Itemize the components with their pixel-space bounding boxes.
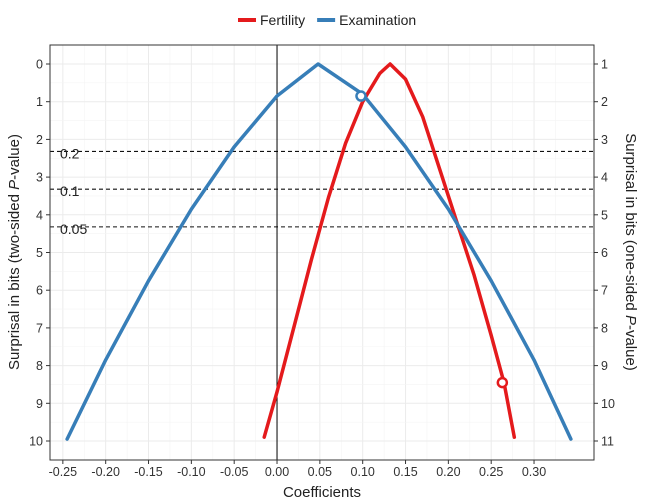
reference-label: 0.1 [60, 183, 80, 199]
y-left-tick-label: 7 [36, 321, 43, 335]
fertility-curve [262, 62, 517, 439]
y-right-tick-label: 7 [601, 284, 608, 298]
y-axis-title-left: Surprisal in bits (two-sided P-value) [6, 134, 23, 370]
y-right-tick-label: 9 [601, 359, 608, 373]
y-left-tick-label: 6 [36, 284, 43, 298]
x-axis-title: Coefficients [283, 484, 361, 501]
y-right-tick-label: 4 [601, 171, 608, 185]
x-tick-label: -0.15 [134, 465, 163, 479]
fertility-marker [496, 376, 509, 389]
legend-label-examination: Examination [339, 12, 416, 28]
y-axis-title-right: Surprisal in bits (one-sided P-value) [622, 133, 639, 371]
y-left-tick-label: 2 [36, 133, 43, 147]
reference-label: 0.05 [60, 221, 87, 237]
x-tick-label: -0.10 [177, 465, 206, 479]
x-tick-label: 0.25 [479, 465, 503, 479]
x-tick-label: 0.30 [522, 465, 546, 479]
x-tick-label: 0.00 [265, 465, 289, 479]
reference-label: 0.2 [60, 145, 80, 161]
x-tick-label: 0.20 [436, 465, 460, 479]
y-left-tick-label: 4 [36, 208, 43, 222]
y-right-tick-label: 8 [601, 321, 608, 335]
axes: -0.25 -0.20 -0.15 -0.10 -0.05 0.00 0.05 0.10 0.1… [29, 58, 615, 480]
y-right-tick-label: 5 [601, 208, 608, 222]
series-layer [65, 62, 573, 441]
y-left-tick-label: 9 [36, 397, 43, 411]
y-left-tick-label: 0 [36, 58, 43, 72]
y-right-tick-label: 1 [601, 58, 608, 72]
examination-curve [65, 62, 573, 441]
examination-marker [355, 90, 367, 102]
y-right-tick-label: 2 [601, 95, 608, 109]
y-right-tick-label: 10 [601, 397, 615, 411]
legend: Fertility Examination [238, 12, 416, 28]
y-left-tick-label: 10 [29, 435, 43, 449]
legend-label-fertility: Fertility [260, 12, 305, 28]
y-left-tick-label: 5 [36, 246, 43, 260]
x-tick-label: -0.20 [91, 465, 120, 479]
y-right-tick-label: 6 [601, 246, 608, 260]
x-tick-label: 0.10 [351, 465, 375, 479]
y-left-tick-label: 8 [36, 359, 43, 373]
x-tick-label: -0.25 [49, 465, 78, 479]
x-tick-label: 0.15 [393, 465, 417, 479]
x-tick-label: -0.05 [220, 465, 249, 479]
x-tick-label: 0.05 [308, 465, 332, 479]
y-right-tick-label: 11 [601, 435, 614, 449]
axis-titles: Coefficients Surprisal in bits (two-side… [6, 133, 639, 501]
y-right-tick-label: 3 [601, 133, 608, 147]
y-left-tick-label: 1 [36, 95, 43, 109]
y-left-tick-label: 3 [36, 171, 43, 185]
